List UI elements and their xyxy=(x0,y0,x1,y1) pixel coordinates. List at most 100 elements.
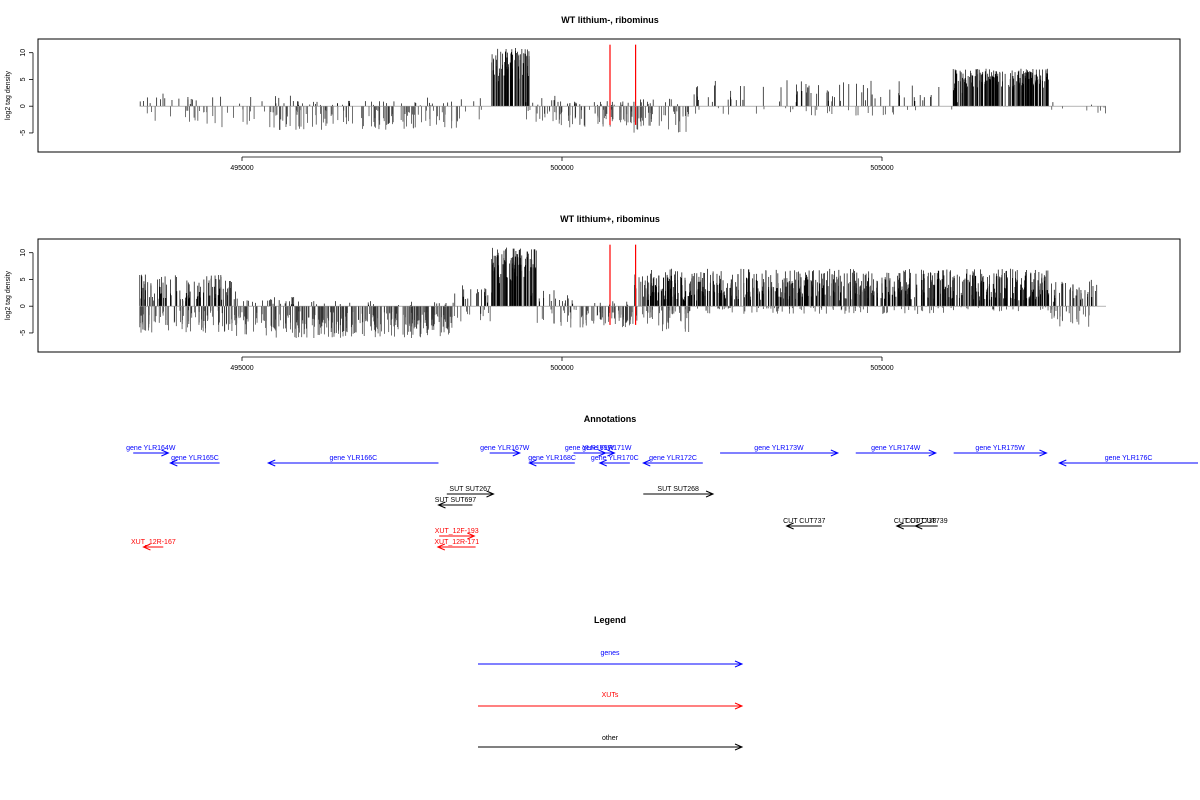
x-tick-label: 500000 xyxy=(550,165,573,172)
legend-item-genes: genes xyxy=(478,650,744,668)
annotation-feature: gene YLR168C xyxy=(528,455,576,467)
annotation-feature: gene YLR171W xyxy=(582,445,632,457)
annotation-feature: gene YLR167W xyxy=(480,445,530,457)
y-tick-label: 5 xyxy=(20,77,27,81)
x-axis: 495000 500000 505000 xyxy=(230,356,894,372)
annotation-feature: CUT CUT739 xyxy=(905,518,948,530)
annotation-feature: gene YLR165C xyxy=(169,455,220,467)
arrow-head-icon xyxy=(528,459,537,467)
arrow-head-icon xyxy=(785,522,794,530)
arrow-head-icon xyxy=(914,522,923,530)
x-tick-label: 505000 xyxy=(870,165,893,172)
coverage-bars xyxy=(139,247,1098,339)
x-tick-label: 495000 xyxy=(230,365,253,372)
feature-label: gene YLR173W xyxy=(754,445,804,452)
annotation-feature: gene YLR170C xyxy=(591,455,639,467)
y-tick-label: 0 xyxy=(20,104,27,108)
plot-frame xyxy=(37,238,1181,353)
feature-label: gene YLR171W xyxy=(582,445,632,452)
feature-label: gene YLR168C xyxy=(528,455,576,462)
coverage-bars xyxy=(139,48,1106,133)
arrow-head-icon xyxy=(705,490,715,498)
legend-label: genes xyxy=(600,650,620,657)
arrow-head-icon xyxy=(266,459,276,467)
y-tick-label: 10 xyxy=(20,49,27,57)
arrow-head-icon xyxy=(161,449,170,457)
arrow-head-icon xyxy=(142,543,151,551)
y-axis: -5 0 5 10 xyxy=(20,49,34,136)
annotation-feature: XUT_12R-171 xyxy=(434,539,479,551)
y-tick-label: -5 xyxy=(20,330,27,336)
position-markers xyxy=(609,44,637,125)
feature-label: gene YLR175W xyxy=(975,445,1025,452)
legend-item-xuts: XUTs xyxy=(478,692,744,710)
arrow-head-icon xyxy=(486,490,495,498)
arrow-head-icon xyxy=(437,501,446,509)
arrow-head-icon xyxy=(928,449,938,457)
arrow-head-icon xyxy=(607,449,616,457)
position-markers xyxy=(609,244,637,325)
y-axis-label: log2 tag density xyxy=(5,270,12,320)
track-panel-lithium-plus: WT lithium+, ribominus 495000 500000 505… xyxy=(5,214,1181,372)
annotation-feature: gene YLR164W xyxy=(126,445,176,457)
feature-label: gene YLR172C xyxy=(649,455,697,462)
arrow-head-icon xyxy=(1058,459,1067,467)
x-tick-label: 495000 xyxy=(230,165,253,172)
feature-label: gene YLR166C xyxy=(329,455,377,462)
plot-frame xyxy=(37,38,1181,153)
y-tick-label: 10 xyxy=(20,249,27,257)
annotation-feature: gene YLR174W xyxy=(855,445,938,457)
x-axis: 495000 500000 505000 xyxy=(230,156,894,172)
legend-label: XUTs xyxy=(602,692,619,699)
arrow-head-icon xyxy=(598,459,607,467)
feature-label: gene YLR174W xyxy=(871,445,921,452)
x-tick-label: 500000 xyxy=(550,365,573,372)
annotation-feature: gene YLR172C xyxy=(642,455,703,467)
annotation-feature: gene YLR173W xyxy=(720,445,840,457)
track-title: WT lithium-, ribominus xyxy=(561,15,659,25)
feature-label: gene YLR165C xyxy=(171,455,219,462)
arrow-head-icon xyxy=(895,522,904,530)
arrow-head-icon xyxy=(734,743,744,751)
annotation-feature: CUT CUT737 xyxy=(783,518,825,530)
feature-label: CUT CUT738 xyxy=(894,518,936,525)
legend: Legend genes XUTs other xyxy=(478,615,744,751)
feature-label: SUT SUT697 xyxy=(435,497,477,504)
arrow-head-icon xyxy=(734,660,744,668)
y-tick-label: -5 xyxy=(20,130,27,136)
arrow-head-icon xyxy=(169,459,178,467)
annotation-feature: XUT_12F-193 xyxy=(435,528,479,540)
arrow-head-icon xyxy=(830,449,840,457)
arrow-head-icon xyxy=(1039,449,1048,457)
annotation-feature: gene YLR166C xyxy=(266,455,439,467)
track-title: WT lithium+, ribominus xyxy=(560,214,660,224)
legend-title: Legend xyxy=(594,615,626,625)
annotation-feature: SUT SUT267 xyxy=(446,486,495,498)
y-tick-label: 5 xyxy=(20,277,27,281)
legend-label: other xyxy=(602,735,619,742)
feature-label: gene YLR167W xyxy=(480,445,530,452)
feature-label: CUT CUT737 xyxy=(783,518,825,525)
feature-label: SUT SUT268 xyxy=(657,486,699,493)
annotation-feature: gene YLR176C xyxy=(1058,455,1198,467)
annotations-title: Annotations xyxy=(584,414,637,424)
arrow-head-icon xyxy=(467,532,476,540)
feature-label: XUT_12F-193 xyxy=(435,528,479,535)
feature-list: gene YLR164W gene YLR165C gene YLR166C gene… xyxy=(126,445,1198,551)
arrow-head-icon xyxy=(436,543,446,551)
feature-label: CUT CUT739 xyxy=(905,518,947,525)
arrow-head-icon xyxy=(642,459,651,467)
y-axis: -5 0 5 10 xyxy=(20,249,34,336)
legend-item-other: other xyxy=(478,735,744,751)
track-panel-lithium-minus: WT lithium-, ribominus 495000 500000 505… xyxy=(5,15,1181,172)
feature-label: gene YLR170C xyxy=(591,455,639,462)
y-axis-label: log2 tag density xyxy=(5,70,12,120)
feature-label: gene YLR164W xyxy=(126,445,176,452)
feature-label: SUT SUT267 xyxy=(449,486,491,493)
annotation-feature: SUT SUT697 xyxy=(435,497,477,509)
feature-label: gene YLR169W xyxy=(565,445,615,452)
x-tick-label: 505000 xyxy=(870,365,893,372)
annotation-feature: SUT SUT268 xyxy=(643,486,715,498)
